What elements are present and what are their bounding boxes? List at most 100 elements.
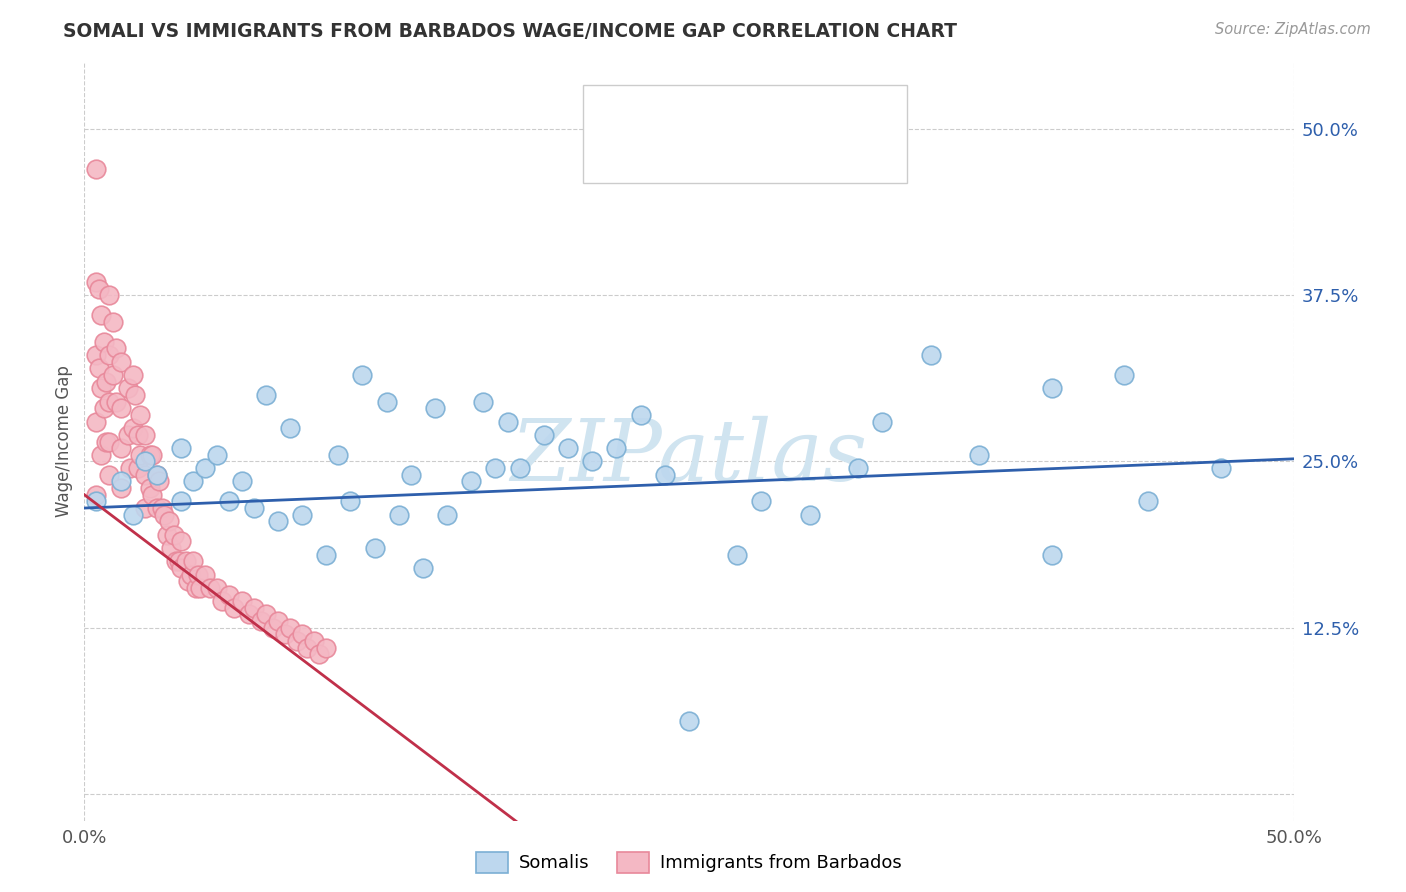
Point	[751, 494, 773, 508]
Point	[165, 554, 187, 568]
Point	[90, 381, 112, 395]
Point	[198, 581, 221, 595]
Point	[141, 448, 163, 462]
Point	[315, 548, 337, 562]
Point	[97, 348, 120, 362]
Point	[94, 434, 117, 449]
Text: N =: N =	[776, 104, 813, 123]
Point	[157, 514, 180, 528]
Point	[399, 467, 422, 482]
Point	[110, 475, 132, 489]
Point	[436, 508, 458, 522]
Point	[295, 640, 318, 655]
Point	[170, 441, 193, 455]
Point	[581, 454, 603, 468]
Text: Source: ZipAtlas.com: Source: ZipAtlas.com	[1215, 22, 1371, 37]
Point	[308, 648, 330, 662]
Text: 85: 85	[823, 145, 845, 164]
Point	[799, 508, 821, 522]
Point	[291, 508, 314, 522]
Point	[678, 714, 700, 728]
Point	[224, 600, 246, 615]
Point	[170, 561, 193, 575]
Point	[94, 375, 117, 389]
Point	[211, 594, 233, 608]
Point	[97, 434, 120, 449]
Point	[375, 394, 398, 409]
Point	[291, 627, 314, 641]
Point	[110, 481, 132, 495]
Point	[967, 448, 990, 462]
Text: 52: 52	[823, 104, 845, 123]
Point	[160, 541, 183, 555]
Point	[167, 554, 190, 568]
Point	[86, 161, 108, 176]
Point	[630, 408, 652, 422]
Point	[104, 342, 127, 356]
Point	[134, 467, 156, 482]
Point	[86, 494, 108, 508]
Point	[654, 467, 676, 482]
Point	[174, 554, 197, 568]
Point	[138, 448, 160, 462]
Point	[1137, 494, 1160, 508]
Legend: Somalis, Immigrants from Barbados: Somalis, Immigrants from Barbados	[468, 845, 910, 880]
Point	[110, 401, 132, 416]
Point	[129, 408, 152, 422]
Point	[90, 308, 112, 322]
Text: 0.057: 0.057	[689, 104, 742, 123]
Point	[190, 581, 212, 595]
Point	[423, 401, 446, 416]
Point	[86, 275, 108, 289]
Point	[254, 607, 277, 622]
Y-axis label: Wage/Income Gap: Wage/Income Gap	[55, 366, 73, 517]
Point	[117, 428, 139, 442]
Point	[472, 394, 495, 409]
Point	[328, 448, 350, 462]
Point	[129, 448, 152, 462]
Point	[146, 501, 169, 516]
Point	[339, 494, 361, 508]
Point	[285, 634, 308, 648]
Point	[1114, 368, 1136, 382]
Text: SOMALI VS IMMIGRANTS FROM BARBADOS WAGE/INCOME GAP CORRELATION CHART: SOMALI VS IMMIGRANTS FROM BARBADOS WAGE/…	[63, 22, 957, 41]
Point	[93, 401, 115, 416]
Point	[315, 640, 337, 655]
Point	[262, 621, 284, 635]
Point	[412, 561, 434, 575]
Point	[1040, 548, 1063, 562]
Point	[872, 415, 894, 429]
Point	[194, 461, 217, 475]
Text: R =: R =	[643, 104, 679, 123]
Point	[170, 534, 193, 549]
Point	[278, 421, 301, 435]
Point	[920, 348, 942, 362]
Point	[254, 388, 277, 402]
Point	[134, 454, 156, 468]
Point	[231, 594, 253, 608]
Point	[90, 448, 112, 462]
Text: -0.201: -0.201	[689, 145, 749, 164]
Point	[1209, 461, 1232, 475]
Point	[134, 501, 156, 516]
Point	[207, 581, 229, 595]
Point	[120, 461, 142, 475]
Point	[134, 428, 156, 442]
Point	[363, 541, 385, 555]
Point	[155, 527, 177, 541]
Point	[484, 461, 506, 475]
Point	[177, 574, 200, 589]
Point	[725, 548, 748, 562]
Point	[242, 600, 264, 615]
Point	[138, 481, 160, 495]
Point	[496, 415, 519, 429]
Point	[97, 288, 120, 302]
Point	[181, 554, 204, 568]
Point	[180, 567, 202, 582]
Point	[274, 627, 297, 641]
Point	[388, 508, 411, 522]
Point	[86, 488, 108, 502]
Point	[127, 461, 149, 475]
Point	[146, 467, 169, 482]
Text: ZIPatlas: ZIPatlas	[510, 416, 868, 498]
